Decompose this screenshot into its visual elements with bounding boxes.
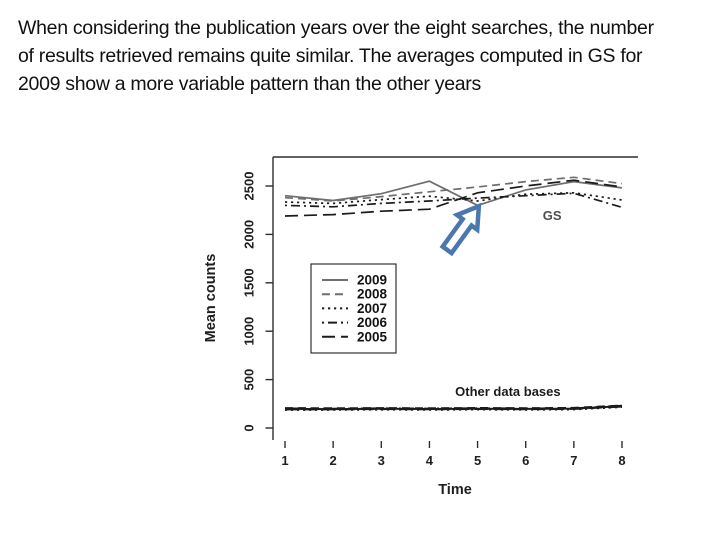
- legend-label-2005: 2005: [357, 329, 388, 344]
- x-tick-label: 7: [570, 453, 577, 468]
- series-line-gs-2007: [284, 191, 623, 205]
- x-tick-label: 1: [281, 453, 288, 468]
- y-axis-title: Mean counts: [203, 254, 219, 343]
- y-tick-label: 1500: [242, 268, 257, 297]
- legend-box: [310, 263, 397, 354]
- slide-text-line-1: When considering the publication years o…: [18, 17, 654, 39]
- series-line-other-2007: [284, 406, 623, 411]
- y-tick-label: 2500: [242, 172, 257, 201]
- series-line-gs-2008: [284, 176, 623, 202]
- x-tick-label: 6: [522, 453, 529, 468]
- slide-text: When considering the publication years o…: [18, 14, 718, 98]
- x-tick-label: 5: [474, 453, 481, 468]
- highlight-arrow-icon: [439, 202, 482, 257]
- highlight-arrow-shape: [439, 202, 482, 257]
- legend-label-2008: 2008: [357, 287, 388, 302]
- series-line-other-2006: [284, 404, 623, 410]
- annotation-gs: GS: [543, 208, 562, 223]
- x-tick-label: 4: [426, 453, 434, 468]
- x-tick-label: 3: [378, 453, 385, 468]
- chart-plot-area: 0 500 1000 1500 2000 2500 1 2 3 4 5 6 7 8 Time Mean cou…: [203, 156, 638, 498]
- y-tick-label: 2000: [242, 220, 257, 249]
- y-tick-label: 500: [242, 369, 257, 391]
- legend-label-2007: 2007: [357, 301, 387, 316]
- series-line-gs-2009: [284, 180, 623, 207]
- x-axis-title: Time: [438, 482, 472, 498]
- y-tick-label: 1000: [242, 317, 257, 346]
- x-tick-label: 8: [618, 453, 625, 468]
- legend-label-2006: 2006: [357, 315, 388, 330]
- slide-text-line-2: of results retrieved remains quite simil…: [18, 45, 643, 67]
- x-tick-label: 2: [330, 453, 337, 468]
- slide-text-line-3: 2009 show a more variable pattern than t…: [18, 73, 481, 95]
- legend-label-2009: 2009: [357, 273, 387, 288]
- y-tick-label: 0: [242, 424, 257, 431]
- annotation-other-data-bases: Other data bases: [455, 384, 561, 399]
